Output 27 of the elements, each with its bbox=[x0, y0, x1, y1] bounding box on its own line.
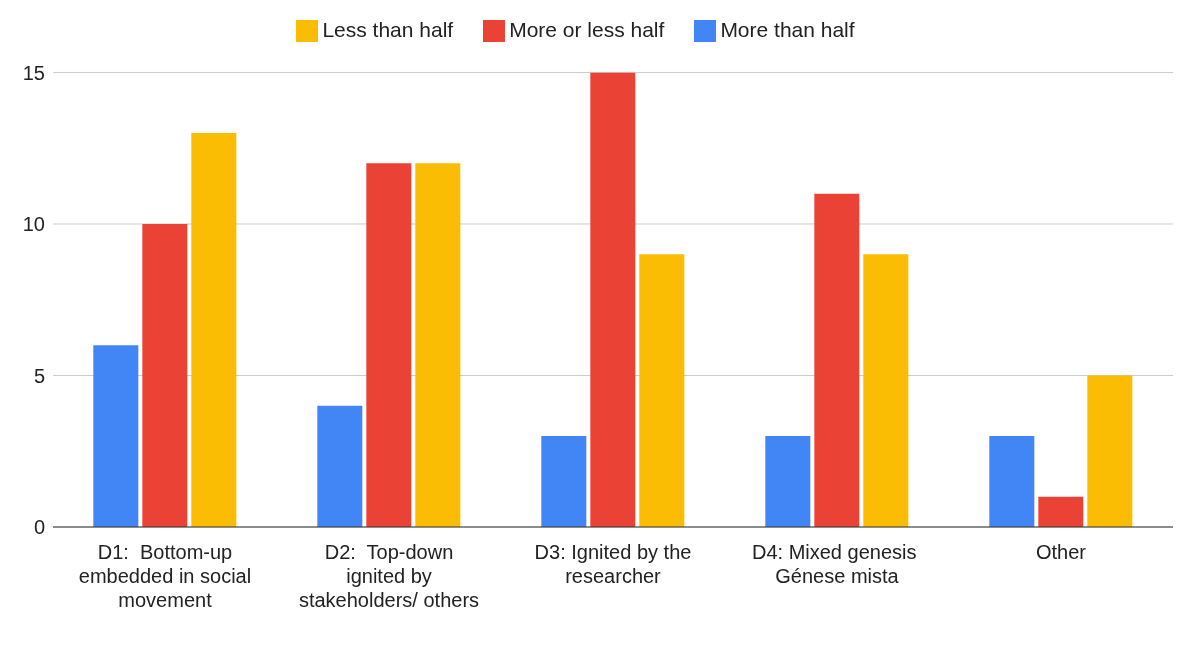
bar bbox=[1038, 496, 1084, 527]
bar bbox=[541, 436, 587, 527]
legend-label: Less than half bbox=[322, 18, 454, 41]
x-tick-label: D3: Ignited by the researcher bbox=[534, 541, 692, 587]
bar bbox=[1087, 375, 1133, 527]
bar bbox=[142, 223, 188, 527]
x-tick-label: D4: Mixed genesis Génese mista bbox=[751, 541, 923, 587]
x-tick-label: D2: Top-down ignited by stakeholders/ others bbox=[298, 541, 480, 611]
bar bbox=[317, 405, 363, 527]
legend-label: More than half bbox=[720, 18, 855, 41]
y-tick-label: 15 bbox=[22, 61, 45, 84]
bar bbox=[989, 436, 1035, 527]
y-tick-label: 0 bbox=[33, 516, 45, 539]
bar bbox=[366, 163, 412, 527]
x-tick-label: D1: Bottom-up embedded in social movement bbox=[78, 541, 252, 611]
bar bbox=[590, 72, 636, 527]
bar bbox=[639, 254, 685, 527]
bar bbox=[93, 345, 139, 527]
bar bbox=[814, 193, 860, 527]
bar bbox=[191, 133, 237, 527]
bar bbox=[863, 254, 909, 527]
x-tick-label: Other bbox=[1035, 541, 1087, 563]
bar bbox=[765, 436, 811, 527]
y-tick-label: 10 bbox=[22, 213, 45, 236]
legend-label: More or less half bbox=[509, 18, 665, 41]
y-tick-label: 5 bbox=[33, 364, 45, 387]
bar bbox=[415, 163, 461, 527]
